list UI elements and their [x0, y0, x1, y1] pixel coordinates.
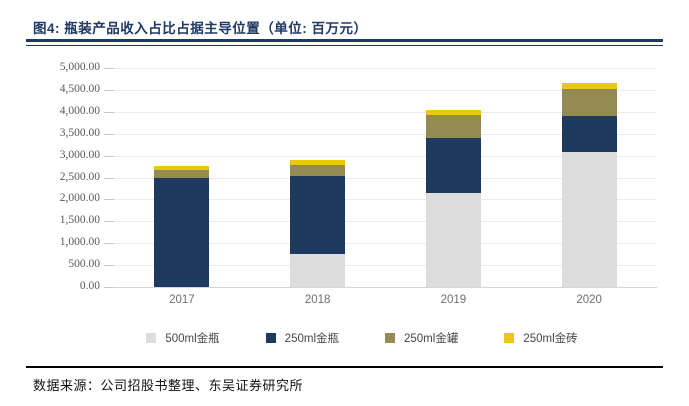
y-axis-tick	[104, 111, 114, 113]
bar-segment-250ml金罐	[425, 115, 481, 139]
y-axis-tick	[104, 155, 114, 157]
legend-item: 250ml金砖	[504, 330, 578, 346]
x-axis-label: 2018	[304, 294, 331, 306]
bar-segment-250ml金瓶	[561, 115, 617, 152]
title-divider-thin	[26, 45, 663, 46]
legend-swatch-icon	[146, 333, 157, 343]
gridline	[114, 243, 657, 245]
legend-item: 250ml金罐	[385, 330, 458, 346]
legend-label: 500ml金瓶	[165, 333, 220, 345]
y-axis-tick-label: 5,000.00	[59, 61, 100, 73]
y-axis-tick	[104, 89, 114, 91]
y-axis-tick	[104, 287, 114, 288]
y-axis-tick-label: 500.00	[68, 258, 100, 271]
y-axis-tick	[104, 265, 114, 267]
y-axis-tick-label: 2,500.00	[59, 170, 100, 183]
bar-2020	[561, 83, 617, 287]
y-axis-tick-label: 1,500.00	[59, 214, 100, 227]
bar-segment-250ml金罐	[290, 165, 346, 177]
gridline	[114, 133, 657, 135]
legend-swatch-icon	[504, 333, 515, 343]
gridline	[114, 177, 657, 179]
y-axis-tick	[104, 243, 114, 245]
bar-segment-250ml金砖	[290, 159, 346, 166]
gridline	[114, 155, 657, 157]
y-axis-tick	[104, 133, 114, 135]
y-axis-tick	[104, 177, 114, 179]
legend-item: 250ml金瓶	[265, 330, 339, 346]
legend-item: 500ml金瓶	[146, 330, 220, 346]
legend-label: 250ml金罐	[404, 333, 459, 345]
y-axis-tick	[104, 199, 114, 201]
gridline	[114, 68, 657, 69]
bar-segment-250ml金瓶	[290, 176, 346, 254]
y-axis-tick-label: 3,500.00	[59, 126, 100, 139]
y-axis-tick-label: 4,000.00	[59, 104, 100, 117]
gridline	[114, 265, 657, 267]
bar-segment-250ml金罐	[561, 88, 617, 116]
bar-segment-250ml金砖	[425, 110, 481, 116]
y-axis-tick	[104, 221, 114, 223]
bar-2019	[425, 110, 481, 287]
y-axis-tick-label: 0.00	[79, 280, 100, 292]
bar-2018	[290, 159, 346, 287]
legend-label: 250ml金砖	[523, 333, 578, 345]
figure-title: 图4: 瓶装产品收入占比占据主导位置（单位: 百万元）	[33, 21, 368, 36]
bar-segment-250ml金瓶	[425, 138, 481, 194]
bar-segment-250ml金瓶	[154, 178, 210, 287]
x-axis-label: 2019	[440, 294, 467, 306]
y-axis-tick-label: 1,000.00	[59, 236, 100, 249]
gridline	[114, 199, 657, 201]
x-axis-label: 2020	[576, 294, 602, 306]
gridline	[114, 221, 657, 223]
bar-segment-500ml金瓶	[425, 193, 481, 287]
footer-divider	[26, 366, 663, 368]
bar-segment-500ml金瓶	[561, 151, 617, 287]
title-divider-thick	[26, 39, 663, 42]
x-axis-label: 2017	[169, 294, 195, 306]
gridline	[114, 111, 657, 113]
y-axis-tick	[104, 68, 114, 69]
bar-2017	[154, 166, 210, 287]
bar-segment-250ml金砖	[561, 83, 617, 89]
data-source-note: 数据来源：公司招股书整理、东吴证券研究所	[33, 379, 304, 394]
y-axis-tick-label: 3,000.00	[59, 148, 100, 161]
legend-swatch-icon	[265, 333, 276, 343]
bar-segment-250ml金砖	[154, 166, 210, 171]
x-axis-line	[114, 287, 657, 288]
legend-label: 250ml金瓶	[284, 333, 339, 345]
stacked-bar-chart: 5,000.00 4,500.00 4,000.00 3,500.00 3,000.00…	[60, 61, 657, 292]
bar-segment-250ml金罐	[154, 170, 210, 179]
y-axis-tick-label: 2,000.00	[59, 192, 100, 205]
legend-swatch-icon	[385, 333, 395, 343]
y-axis-tick-label: 4,500.00	[59, 82, 100, 95]
chart-legend: 500ml金瓶 250ml金瓶 250ml金罐 250ml金砖	[35, 330, 689, 346]
gridline	[114, 89, 657, 91]
bar-segment-500ml金瓶	[290, 253, 346, 287]
